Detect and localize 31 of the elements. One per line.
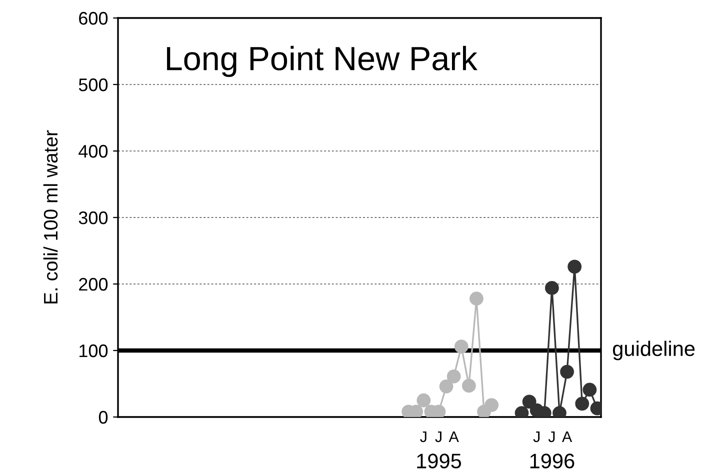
point [470,292,484,306]
point [582,382,597,397]
point [484,398,499,412]
point [545,281,559,295]
point [560,364,574,379]
text: 1995 [417,454,462,468]
y-tick-label: 500 [78,78,108,92]
point [462,378,476,393]
point [568,260,582,274]
y-tick-label: 100 [80,344,108,358]
point [416,393,431,408]
x-tick-label: J [435,431,442,442]
x-tick-label: J [420,431,426,442]
text: Long Point New Park [167,46,478,78]
y-axis-title: E. coli/ 100 ml water [43,130,58,304]
point [439,379,454,394]
y-tick-label: 600 [79,12,108,25]
ref-line-label: guideline [612,340,695,360]
point [522,394,536,409]
point [575,396,590,411]
y-tick-label: 300 [78,211,108,224]
point [446,369,461,384]
x-tick-label: J [548,431,555,442]
x-tick-label: A [448,431,459,442]
y-tick-label: 0 [98,410,108,424]
y-tick-label: 200 [79,278,108,291]
x-tick-label: A [562,431,572,442]
x-tick-label: J [533,431,540,442]
point [454,340,468,354]
text: 1996 [530,454,574,468]
y-tick-label: 400 [78,144,108,158]
